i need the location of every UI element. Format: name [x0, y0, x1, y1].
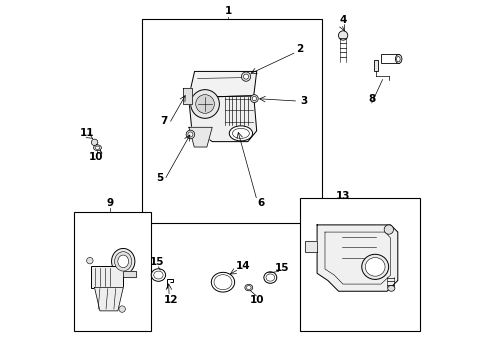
Text: 10: 10 [88, 152, 102, 162]
Circle shape [241, 72, 250, 81]
Ellipse shape [93, 145, 101, 150]
Circle shape [190, 90, 219, 118]
Ellipse shape [211, 273, 234, 292]
Circle shape [119, 306, 125, 312]
Bar [300, 198, 419, 330]
Ellipse shape [232, 129, 249, 138]
Bar [74, 212, 151, 330]
Text: 3: 3 [300, 96, 306, 106]
Text: 10: 10 [249, 295, 264, 305]
Polygon shape [183, 88, 191, 104]
Text: 2: 2 [296, 44, 303, 54]
Ellipse shape [396, 57, 399, 62]
Polygon shape [188, 71, 256, 97]
Circle shape [195, 95, 214, 113]
Circle shape [86, 257, 93, 264]
Ellipse shape [395, 54, 401, 63]
Circle shape [91, 139, 98, 145]
Ellipse shape [265, 274, 274, 281]
Ellipse shape [95, 146, 100, 149]
Polygon shape [316, 225, 397, 291]
Polygon shape [123, 271, 136, 277]
Bar [380, 54, 398, 63]
Text: 7: 7 [160, 116, 167, 126]
Circle shape [252, 96, 256, 101]
Circle shape [187, 132, 193, 137]
Circle shape [186, 130, 194, 139]
Circle shape [384, 225, 393, 234]
Ellipse shape [387, 285, 394, 291]
Text: 13: 13 [335, 191, 349, 201]
Ellipse shape [151, 269, 165, 281]
Bar [142, 19, 321, 223]
Circle shape [243, 74, 248, 79]
Polygon shape [304, 241, 316, 252]
Polygon shape [188, 96, 256, 141]
Ellipse shape [365, 257, 384, 276]
Text: 15: 15 [274, 263, 289, 273]
Circle shape [338, 31, 347, 40]
Ellipse shape [111, 248, 135, 274]
Text: 4: 4 [339, 15, 346, 26]
Ellipse shape [264, 272, 276, 283]
Bar [373, 60, 378, 71]
Polygon shape [94, 288, 123, 311]
Ellipse shape [153, 271, 163, 279]
Ellipse shape [246, 285, 251, 289]
Text: 1: 1 [224, 6, 231, 17]
Text: 9: 9 [106, 198, 113, 208]
Bar [91, 266, 123, 288]
Ellipse shape [114, 252, 132, 271]
Text: 15: 15 [149, 257, 163, 267]
Circle shape [250, 95, 258, 103]
Text: 5: 5 [156, 173, 163, 183]
Text: 14: 14 [235, 261, 249, 271]
Polygon shape [188, 127, 212, 147]
Ellipse shape [361, 254, 388, 279]
Ellipse shape [118, 255, 128, 267]
Ellipse shape [214, 275, 231, 290]
Ellipse shape [244, 284, 252, 291]
Text: 8: 8 [367, 94, 375, 104]
Text: 11: 11 [79, 129, 94, 138]
Text: 6: 6 [257, 198, 264, 208]
Ellipse shape [229, 126, 252, 141]
Text: 12: 12 [163, 295, 178, 305]
